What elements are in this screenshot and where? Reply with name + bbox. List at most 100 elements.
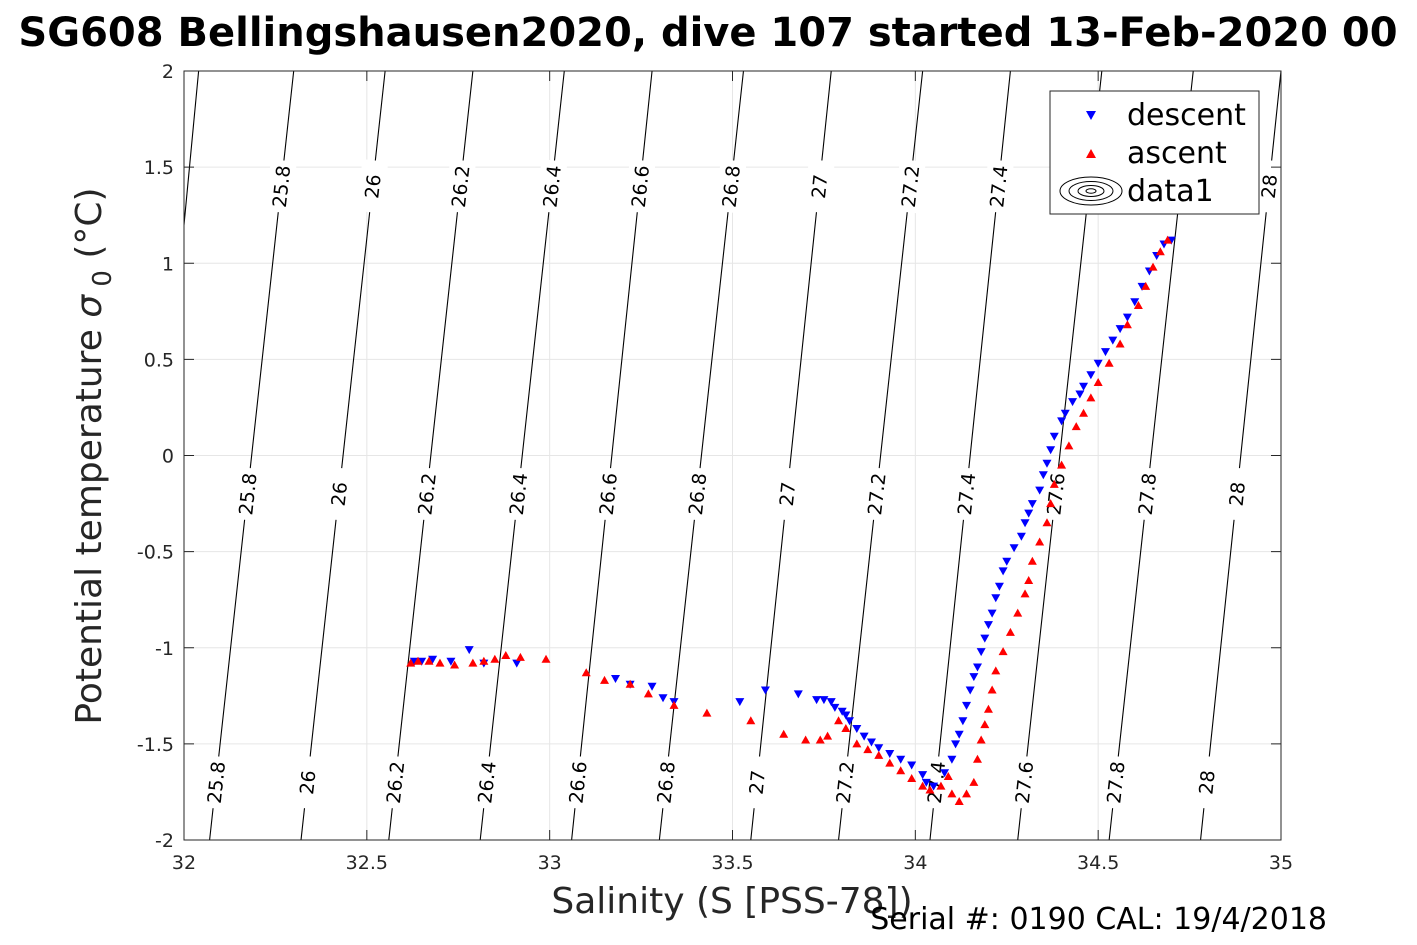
ascent-point <box>943 772 953 781</box>
ascent-point <box>1046 499 1056 508</box>
y-tick-label: 1 <box>162 253 174 275</box>
contour-label: 26.8 <box>685 472 711 516</box>
descent-point <box>1046 446 1056 455</box>
ascent-point <box>702 708 712 717</box>
ascent-point <box>885 758 895 767</box>
descent-point <box>1027 500 1037 509</box>
descent-point <box>1049 432 1059 441</box>
contour-label: 25.8 <box>269 164 295 208</box>
descent-point <box>658 694 668 703</box>
ascent-point <box>969 777 979 786</box>
descent-point <box>994 582 1004 591</box>
ascent-point <box>936 781 946 790</box>
ascent-point <box>1163 235 1173 244</box>
y-axis-label-sigma: σ <box>69 294 110 318</box>
descent-point <box>998 567 1008 576</box>
contour-label: 27 <box>808 173 832 199</box>
contour-label-bg <box>1253 159 1285 214</box>
ascent-point <box>852 739 862 748</box>
descent-point <box>1042 459 1052 468</box>
y-axis-label: Potential temperature σ 0 (°C) <box>69 187 118 724</box>
contour-label-bg <box>444 159 477 214</box>
contour-label: 27.8 <box>1135 472 1161 516</box>
descent-point <box>1115 325 1125 334</box>
contour-label: 26.2 <box>414 472 440 516</box>
series-descent <box>409 236 1176 791</box>
contour-label-bg <box>803 159 835 214</box>
x-axis-label: Salinity (S [PSS-78]) <box>551 881 912 922</box>
contour-label: 27 <box>776 481 800 507</box>
ascent-point <box>1049 479 1059 488</box>
ascent-point <box>1024 575 1034 584</box>
descent-point <box>1002 557 1012 566</box>
ascent-point <box>841 723 851 732</box>
ascent-point <box>962 789 972 798</box>
descent-point <box>1130 298 1140 307</box>
contour-label-bg <box>1008 755 1040 810</box>
legend-box <box>1049 90 1260 215</box>
contour-label: 25.8 <box>235 472 261 516</box>
chart-title: SG608 Bellingshausen2020, dive 107 start… <box>18 10 1397 56</box>
ascent-point <box>541 654 551 663</box>
contour-label: 26 <box>296 769 320 795</box>
x-tick-label: 34 <box>903 852 927 874</box>
ascent-point <box>823 731 833 740</box>
descent-point <box>962 701 972 710</box>
descent-point <box>1108 336 1118 345</box>
contour-label: 26 <box>361 173 385 199</box>
descent-point <box>819 696 829 705</box>
descent-point <box>1016 532 1026 541</box>
contour-label-bg <box>920 755 952 810</box>
descent-point <box>885 749 895 758</box>
contour-label: 27.6 <box>1012 760 1038 804</box>
ascent-point <box>1086 393 1096 402</box>
descent-point <box>1057 417 1067 426</box>
ascent-point <box>746 716 756 725</box>
contour-label-bg <box>860 466 893 522</box>
descent-point <box>735 698 745 707</box>
y-tick-label: -1 <box>155 638 174 660</box>
ascent-point <box>1122 320 1132 329</box>
contour-label-bg <box>624 159 656 214</box>
x-tick-label: 35 <box>1269 852 1293 874</box>
contour-label-bg <box>681 466 713 522</box>
contour-label: 26.6 <box>565 760 591 804</box>
legend-marker-ascent <box>1086 149 1096 158</box>
y-tick-label: -1.5 <box>137 734 174 756</box>
ascent-point <box>1115 339 1125 348</box>
ascent-point <box>435 658 445 667</box>
contour-label-bg <box>950 466 982 522</box>
ascent-point <box>947 789 957 798</box>
descent-point <box>812 696 822 705</box>
ascent-point <box>1064 441 1074 450</box>
ascent-point <box>907 773 917 782</box>
contour-label: 26.2 <box>383 760 409 804</box>
descent-point <box>428 655 438 664</box>
descent-point <box>874 744 884 753</box>
descent-point <box>1122 313 1132 322</box>
x-tick-label: 34.5 <box>1077 852 1119 874</box>
ascent-point <box>954 797 964 806</box>
ascent-point <box>643 689 653 698</box>
ascent-point <box>669 700 679 709</box>
contour-label: 27.4 <box>954 472 980 516</box>
contour-label: 28 <box>1258 173 1282 199</box>
contour-label: 26.6 <box>628 164 654 208</box>
descent-point <box>965 686 975 695</box>
ascent-point <box>1155 247 1165 256</box>
legend-label-data1: data1 <box>1127 174 1214 209</box>
contour-label: 26.8 <box>653 760 679 804</box>
contour-label: 28 <box>1195 769 1219 795</box>
ascent-point <box>1057 460 1067 469</box>
contour-label-bg <box>379 755 411 810</box>
ascent-point <box>863 745 873 754</box>
contour-label: 26 <box>328 481 352 507</box>
descent-point <box>1100 348 1110 357</box>
contour-label-bg <box>1131 466 1163 522</box>
density-contour-line <box>184 71 200 231</box>
contour-label-bg <box>502 466 534 522</box>
contour-label-bg <box>649 755 682 810</box>
footer-serial-cal: Serial #: 0190 CAL: 19/4/2018 <box>870 902 1327 937</box>
descent-point <box>980 634 990 643</box>
descent-point <box>958 717 968 726</box>
